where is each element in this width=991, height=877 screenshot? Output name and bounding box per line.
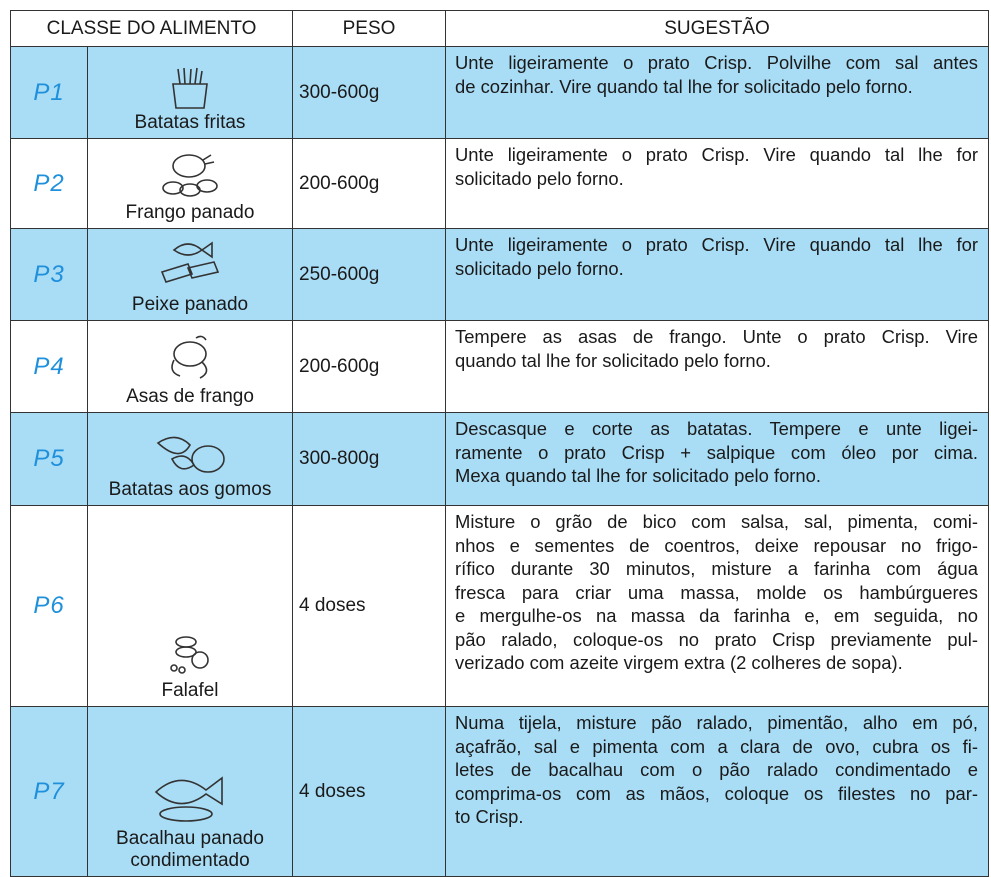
suggestion-line: solicitado pelo forno. — [455, 257, 624, 279]
weight: 200-600g — [292, 320, 446, 413]
weight: 4 doses — [292, 706, 446, 877]
food-icon — [171, 335, 208, 379]
table-row: P4 Asas de frango 200-600g Tempere as asas … — [10, 320, 989, 413]
suggestion-line: nhos e sementes de coentros, deixe repou… — [455, 534, 978, 556]
food-icon — [172, 67, 208, 109]
food-icon — [160, 241, 220, 283]
suggestion-line: Unte ligeiramente o prato Crisp. Vire qu… — [455, 144, 978, 165]
suggestion-line: Misture o grão de bico com salsa, sal, p… — [455, 511, 978, 532]
suggestion-line: ramente o prato Crisp + salpique com óle… — [455, 441, 978, 463]
food-name: Frango panado — [125, 202, 255, 223]
suggestion: Tempere as asas de frango. Unte o prato … — [445, 320, 989, 413]
suggestion-line: quando tal lhe for solicitado pelo forno… — [455, 349, 771, 371]
table-row: P1 Batatas fritas 300-600g Unte ligeirament… — [10, 46, 989, 139]
food-name: Batatas aos gomos — [108, 479, 272, 500]
table-row: P2 Frango panado 200-600g Unte ligeiramente… — [10, 138, 989, 229]
food-name: Batatas fritas — [134, 112, 246, 133]
food-cell: Bacalhau panado condimentado — [87, 706, 293, 877]
food-cell: Frango panado — [87, 138, 293, 229]
food-cell: Batatas fritas — [87, 46, 293, 139]
table-row: P6 Falafel 4 doses Misture o grão de bico c… — [10, 505, 989, 707]
header-row: CLASSE DO ALIMENTO PESO SUGESTÃO — [10, 10, 989, 47]
food-icon — [170, 636, 209, 674]
suggestion: Unte ligeiramente o prato Crisp. Polvilh… — [445, 46, 989, 139]
suggestion-line: de cozinhar. Vire quando tal lhe for sol… — [455, 75, 913, 97]
program-code: P3 — [10, 228, 88, 321]
suggestion-line: Mexa quando tal lhe for solicitado pelo … — [455, 465, 821, 486]
food-name: Bacalhau panado condimentado — [116, 828, 264, 871]
suggestion-line: letes de bacalhau com o pão ralado condi… — [455, 759, 978, 780]
header-cell: CLASSE DO ALIMENTO — [10, 10, 293, 47]
food-cell: Falafel — [87, 505, 293, 707]
suggestion-line: Tempere as asas de frango. Unte o prato … — [455, 326, 978, 347]
suggestion-line: solicitado pelo forno. — [455, 167, 624, 189]
food-cell: Peixe panado — [87, 228, 293, 321]
suggestion-line: Unte ligeiramente o prato Crisp. Polvilh… — [455, 52, 978, 73]
header-cell: SUGESTÃO — [445, 10, 989, 47]
suggestion: Numa tijela, misture pão ralado, pimentã… — [445, 706, 989, 877]
weight: 300-800g — [292, 412, 446, 506]
program-table: CLASSE DO ALIMENTO PESO SUGESTÃO P1 Batat… — [10, 10, 989, 877]
program-code: P7 — [10, 706, 88, 877]
suggestion-line: rífico durante 30 minutos, misture a far… — [455, 558, 978, 579]
header-cell: PESO — [292, 10, 446, 47]
suggestion-line: verizado com azeite virgem extra (2 colh… — [455, 652, 903, 673]
food-name: Peixe panado — [131, 294, 249, 315]
suggestion: Descasque e corte as batatas. Tempere e … — [445, 412, 989, 506]
food-name: Asas de frango — [126, 386, 254, 407]
suggestion-line: Unte ligeiramente o prato Crisp. Vire qu… — [455, 234, 978, 255]
suggestion-line: pão ralado, coloque-os no prato Crisp pr… — [455, 628, 978, 650]
suggestion-line: Numa tijela, misture pão ralado, pimentã… — [455, 712, 978, 733]
suggestion: Unte ligeiramente o prato Crisp. Vire qu… — [445, 228, 989, 321]
suggestion-line: comprima-os com as mãos, coloque os file… — [455, 782, 978, 804]
program-code: P4 — [10, 320, 88, 413]
weight: 200-600g — [292, 138, 446, 229]
suggestion-line: Descasque e corte as batatas. Tempere e … — [455, 418, 978, 439]
table-body: P1 Batatas fritas 300-600g Unte ligeirament… — [10, 46, 989, 877]
suggestion: Unte ligeiramente o prato Crisp. Vire qu… — [445, 138, 989, 229]
weight: 4 doses — [292, 505, 446, 707]
food-icon — [156, 436, 225, 473]
program-code: P1 — [10, 46, 88, 139]
table-row: P7 Bacalhau panado condimentado 4 doses Num… — [10, 706, 989, 877]
program-code: P5 — [10, 412, 88, 506]
suggestion: Misture o grão de bico com salsa, sal, p… — [445, 505, 989, 707]
suggestion-line: to Crisp. — [455, 806, 524, 827]
table-row: P5 Batatas aos gomos 300-800g Descasque e c… — [10, 412, 989, 506]
program-code: P6 — [10, 505, 88, 707]
food-cell: Batatas aos gomos — [87, 412, 293, 506]
weight: 250-600g — [292, 228, 446, 321]
weight: 300-600g — [292, 46, 446, 139]
suggestion-line: açafrão, sal e pimenta com a clara de ov… — [455, 735, 978, 757]
food-cell: Asas de frango — [87, 320, 293, 413]
food-name: Falafel — [161, 680, 219, 701]
table-row: P3 Peixe panado 250-600g Unte ligeiramente … — [10, 228, 989, 321]
food-icon — [162, 154, 218, 197]
suggestion-line: e mergulhe-os na massa da farinha e, em … — [455, 605, 978, 626]
suggestion-line: fresca para criar uma massa, molde os ha… — [455, 581, 978, 603]
food-icon — [154, 776, 223, 822]
program-code: P2 — [10, 138, 88, 229]
